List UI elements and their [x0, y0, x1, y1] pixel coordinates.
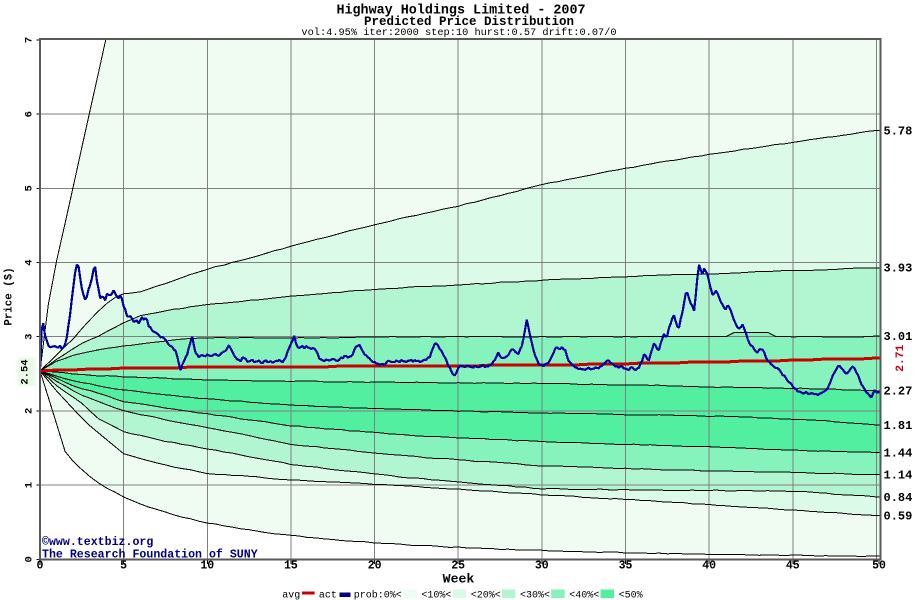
- svg-text:vol:4.95% iter:2000 step:10 hu: vol:4.95% iter:2000 step:10 hurst:0.57 d…: [301, 27, 616, 39]
- svg-text:3.93: 3.93: [884, 262, 913, 276]
- svg-text:45: 45: [786, 559, 800, 572]
- svg-text:The Research Foundation of SUN: The Research Foundation of SUNY: [42, 549, 258, 562]
- svg-text:2: 2: [24, 408, 36, 414]
- svg-text:<40%<: <40%<: [569, 591, 599, 600]
- svg-text:5.78: 5.78: [884, 124, 913, 138]
- svg-text:<10%<: <10%<: [421, 591, 451, 600]
- svg-text:Price ($): Price ($): [4, 267, 16, 325]
- svg-text:0: 0: [37, 559, 44, 572]
- svg-text:Predicted Price Distribution: Predicted Price Distribution: [364, 15, 574, 29]
- svg-text:30: 30: [535, 559, 549, 572]
- svg-text:50: 50: [872, 559, 886, 572]
- svg-text:1.81: 1.81: [884, 419, 913, 433]
- svg-text:1.14: 1.14: [884, 469, 913, 483]
- svg-text:3: 3: [24, 334, 36, 340]
- svg-text:act: act: [319, 591, 337, 600]
- svg-text:1: 1: [24, 482, 36, 488]
- svg-text:prob:0%<: prob:0%<: [354, 590, 402, 600]
- svg-text:2.27: 2.27: [884, 385, 913, 399]
- svg-text:0: 0: [24, 556, 36, 562]
- svg-text:0.84: 0.84: [884, 491, 913, 505]
- svg-text:<50%: <50%: [619, 591, 643, 600]
- svg-text:20: 20: [368, 559, 382, 572]
- svg-text:3.01: 3.01: [884, 330, 913, 344]
- svg-text:avg: avg: [282, 591, 300, 600]
- svg-text:25: 25: [451, 559, 465, 572]
- svg-text:35: 35: [619, 559, 633, 572]
- svg-text:Highway Holdings Limited - 200: Highway Holdings Limited - 2007: [336, 3, 585, 18]
- svg-text:2.54: 2.54: [20, 359, 32, 384]
- svg-text:10: 10: [200, 559, 214, 572]
- svg-text:15: 15: [284, 559, 298, 572]
- svg-text:0.59: 0.59: [884, 509, 913, 523]
- svg-text:2.71: 2.71: [895, 344, 907, 371]
- svg-text:40: 40: [702, 559, 716, 572]
- svg-text:<30%<: <30%<: [520, 591, 550, 600]
- svg-text:7: 7: [24, 37, 36, 43]
- svg-text:<20%<: <20%<: [471, 591, 501, 600]
- svg-text:1.44: 1.44: [884, 446, 913, 460]
- svg-text:©www.textbiz.org: ©www.textbiz.org: [42, 536, 153, 549]
- svg-text:6: 6: [24, 111, 36, 117]
- svg-text:Week: Week: [443, 572, 475, 587]
- svg-text:5: 5: [24, 185, 36, 191]
- svg-text:4: 4: [24, 259, 36, 265]
- svg-text:5: 5: [120, 559, 127, 572]
